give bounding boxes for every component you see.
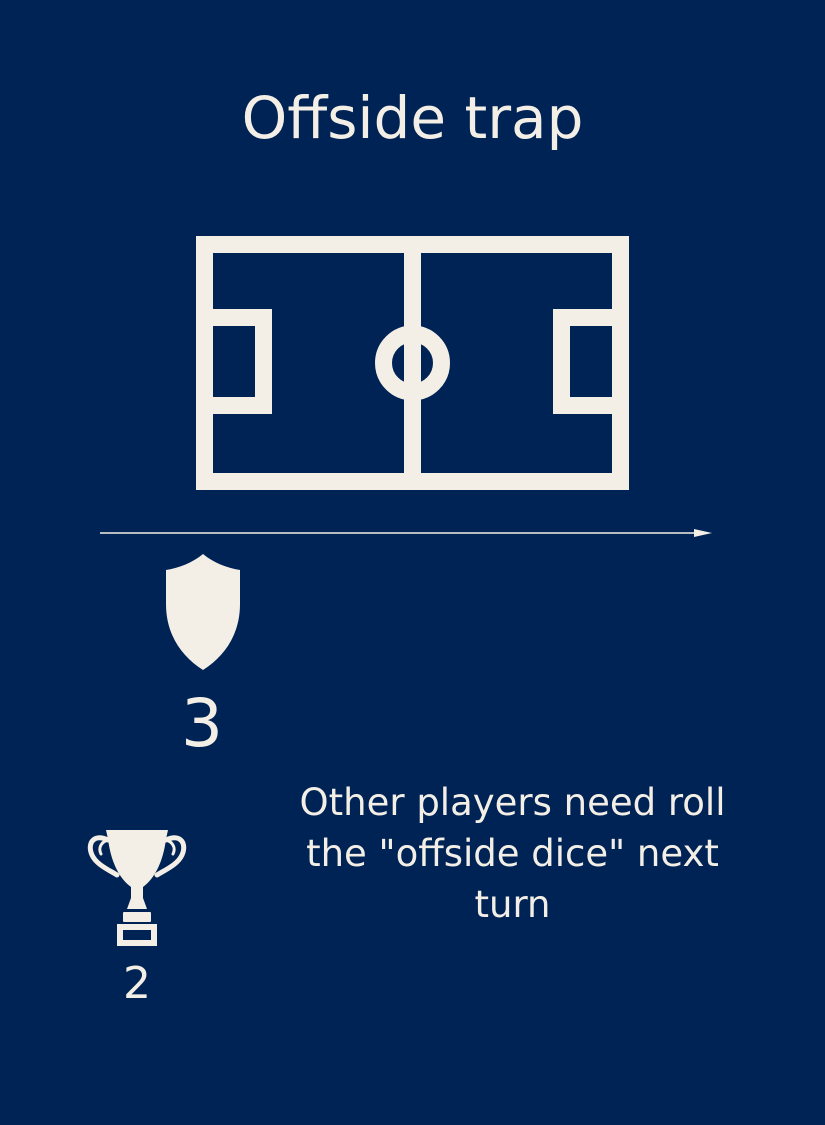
score-value: 2 [123, 958, 151, 1009]
trophy-icon [87, 830, 187, 946]
card-title: Offside trap [241, 84, 584, 152]
defense-value: 3 [181, 685, 223, 762]
shield-icon [166, 554, 240, 670]
football-pitch-icon [196, 236, 629, 490]
effect-text: Other players need roll the "offside dic… [299, 781, 726, 926]
direction-arrow-icon [100, 529, 712, 537]
